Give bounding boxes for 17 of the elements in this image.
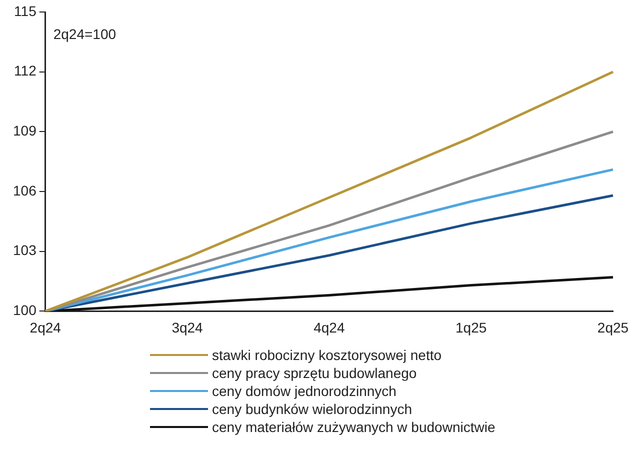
y-tick-label: 112 (14, 62, 37, 79)
x-tick-label: 2q25 (597, 319, 629, 336)
x-tick-label: 3q24 (172, 319, 204, 336)
x-tick-label: 4q24 (314, 319, 345, 336)
legend-label: ceny pracy sprzętu budowlanego (212, 365, 417, 381)
legend-label: ceny budynków wielorodzinnych (212, 401, 412, 417)
y-tick-label: 109 (13, 122, 37, 139)
x-tick-label: 2q24 (30, 319, 62, 336)
annotation: 2q24=100 (53, 26, 116, 42)
y-tick-label: 103 (13, 242, 37, 258)
legend-label: ceny domów jednorodzinnych (212, 383, 396, 399)
y-tick-label: 115 (14, 2, 37, 19)
y-tick-label: 106 (13, 182, 37, 198)
legend-label: ceny materiałów zużywanych w budownictwie (212, 419, 496, 435)
y-tick-label: 100 (13, 302, 37, 318)
x-tick-label: 1q25 (456, 319, 487, 336)
legend-label: stawki robocizny kosztorysowej netto (212, 347, 442, 363)
